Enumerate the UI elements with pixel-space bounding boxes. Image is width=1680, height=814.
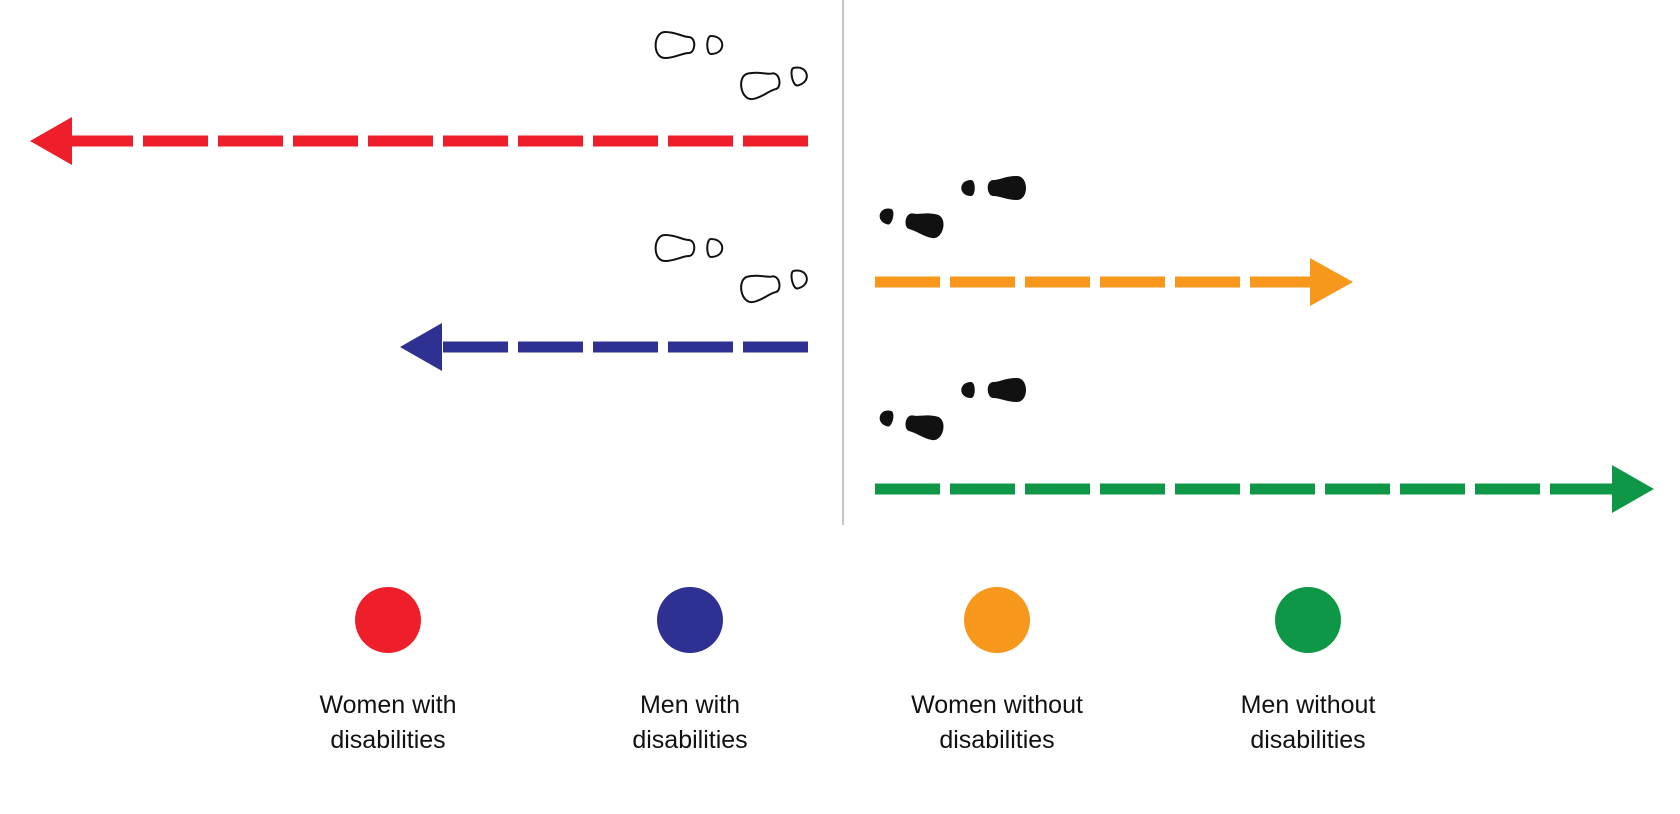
- arrow-women-without-disabilities: [875, 258, 1353, 306]
- arrowhead-right: [1310, 258, 1353, 306]
- legend-color-dot: [355, 587, 421, 653]
- legend-item-men-without-disabilities: Men without disabilities: [1241, 587, 1376, 754]
- arrow-men-with-disabilities: [400, 323, 808, 371]
- legend-color-dot: [657, 587, 723, 653]
- legend-label-line1: Men with: [640, 691, 740, 719]
- legend-label-line2: disabilities: [939, 726, 1054, 754]
- arrow-men-without-disabilities: [875, 465, 1654, 513]
- legend-color-dot: [1275, 587, 1341, 653]
- legend-item-women-without-disabilities: Women without disabilities: [911, 587, 1083, 754]
- arrowhead-left: [30, 117, 72, 165]
- arrow-women-with-disabilities: [30, 117, 808, 165]
- footprints-filled-icon: [879, 378, 1026, 440]
- legend-label-line1: Women without: [911, 691, 1083, 719]
- legend-label-line2: disabilities: [632, 726, 747, 754]
- arrowhead-left: [400, 323, 442, 371]
- footprints-outline-icon: [654, 233, 808, 303]
- footprints-filled-icon: [879, 176, 1026, 238]
- legend: Women with disabilities Men with disabil…: [319, 587, 1375, 754]
- legend-label-line1: Men without: [1241, 691, 1376, 719]
- legend-label-line1: Women with: [319, 691, 456, 719]
- legend-label-line2: disabilities: [330, 726, 445, 754]
- legend-label-line2: disabilities: [1250, 726, 1365, 754]
- legend-item-women-with-disabilities: Women with disabilities: [319, 587, 457, 754]
- footprints-outline-icon: [654, 30, 808, 100]
- legend-item-men-with-disabilities: Men with disabilities: [632, 587, 748, 754]
- legend-color-dot: [964, 587, 1030, 653]
- arrowhead-right: [1612, 465, 1654, 513]
